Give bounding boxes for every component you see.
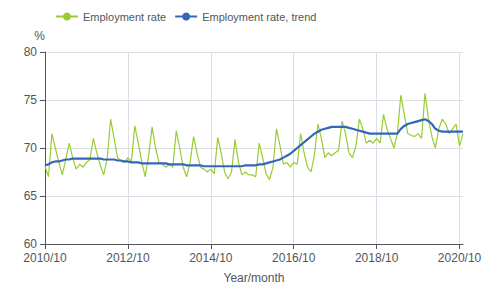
svg-text:%: % — [34, 29, 45, 43]
svg-text:75: 75 — [24, 93, 38, 107]
svg-text:2018/10: 2018/10 — [355, 251, 399, 265]
svg-text:80: 80 — [24, 45, 38, 59]
svg-text:70: 70 — [24, 141, 38, 155]
svg-text:60: 60 — [24, 237, 38, 251]
svg-text:2016/10: 2016/10 — [272, 251, 316, 265]
svg-text:2014/10: 2014/10 — [189, 251, 233, 265]
svg-text:Employment rate: Employment rate — [83, 11, 166, 23]
svg-text:Employment rate, trend: Employment rate, trend — [202, 11, 316, 23]
svg-text:2012/10: 2012/10 — [106, 251, 150, 265]
svg-text:Year/month: Year/month — [224, 271, 285, 285]
svg-text:2020/10: 2020/10 — [438, 251, 482, 265]
svg-text:2010/10: 2010/10 — [23, 251, 67, 265]
svg-text:65: 65 — [24, 189, 38, 203]
